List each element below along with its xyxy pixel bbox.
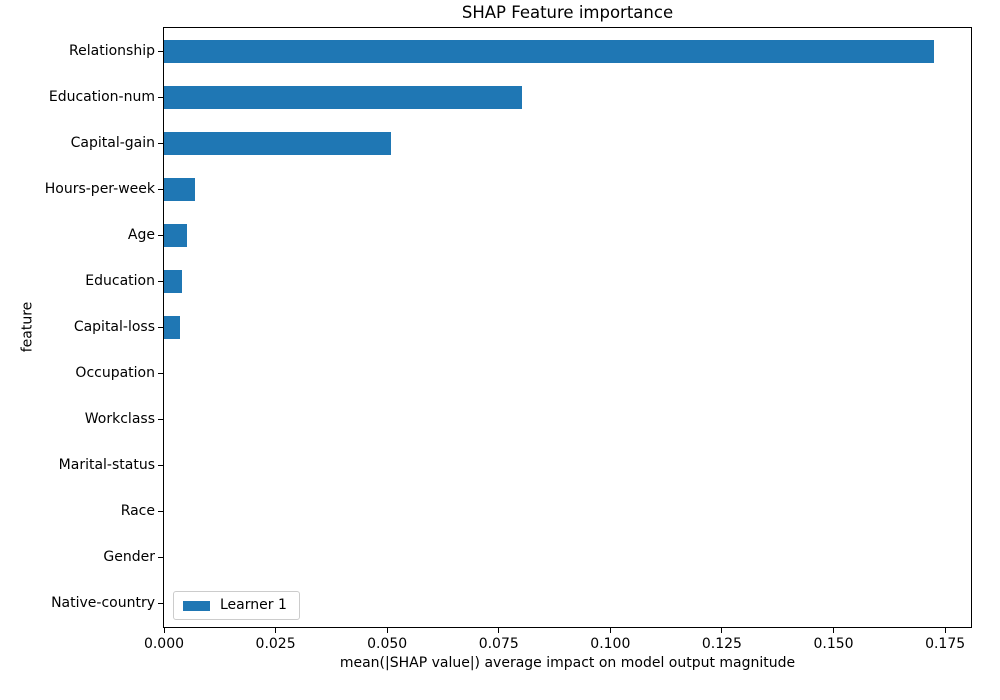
y-tick <box>158 373 163 375</box>
legend-swatch <box>183 600 210 611</box>
y-tick-label: Hours-per-week <box>44 180 155 197</box>
y-tick-label: Education <box>85 272 155 289</box>
bar-education-num <box>164 85 523 109</box>
x-tick-label: 0.125 <box>701 636 742 652</box>
x-axis-label: mean(|SHAP value|) average impact on mod… <box>339 655 796 671</box>
y-tick-label: Gender <box>103 549 155 566</box>
x-tick-label: 0.000 <box>143 636 185 652</box>
bar-capital-gain <box>164 131 392 155</box>
legend: Learner 1 <box>173 591 300 620</box>
y-tick-label: Race <box>120 503 155 520</box>
chart-title: SHAP Feature importance <box>461 3 674 22</box>
x-tick-label: 0.175 <box>925 636 966 652</box>
y-tick-label: Age <box>127 226 155 243</box>
y-tick <box>158 557 163 559</box>
x-tick <box>163 628 165 633</box>
y-tick-label: Capital-loss <box>73 319 155 335</box>
y-tick-label: Occupation <box>75 365 155 382</box>
x-tick-label: 0.150 <box>813 636 854 652</box>
y-tick-label: Capital-gain <box>70 134 155 151</box>
y-tick <box>158 96 163 98</box>
bar-relationship <box>164 39 935 63</box>
y-tick <box>158 188 163 190</box>
y-tick <box>158 419 163 421</box>
y-tick-label: Relationship <box>69 42 155 59</box>
y-tick-label: Native-country <box>51 595 155 612</box>
x-tick <box>386 628 388 633</box>
x-tick-label: 0.100 <box>590 636 631 652</box>
x-tick-label: 0.050 <box>367 636 408 652</box>
y-tick-label: Marital-status <box>58 457 155 474</box>
x-tick <box>944 628 946 633</box>
y-axis-label: feature <box>19 301 36 353</box>
y-tick <box>158 280 163 282</box>
x-tick <box>721 628 723 633</box>
x-tick-label: 0.025 <box>255 636 296 652</box>
y-tick <box>158 603 163 605</box>
plot-area: Learner 1 Relationship Education-num Capit… <box>45 27 972 652</box>
x-tick <box>609 628 611 633</box>
bar-hours-per-week <box>164 177 195 201</box>
y-tick-label: Education-num <box>48 88 155 105</box>
y-tick <box>158 511 163 513</box>
y-tick <box>158 50 163 52</box>
bar-education <box>164 269 182 293</box>
legend-label: Learner 1 <box>220 597 287 613</box>
x-tick-label: 0.075 <box>478 636 519 652</box>
x-tick <box>275 628 277 633</box>
y-tick <box>158 465 163 467</box>
bar-age <box>164 223 187 247</box>
y-tick <box>158 327 163 328</box>
y-tick <box>158 142 163 144</box>
bar-capital-loss <box>164 316 181 339</box>
y-tick-label: Workclass <box>84 411 155 428</box>
y-tick <box>158 234 163 236</box>
x-tick <box>833 628 835 633</box>
x-tick <box>498 628 500 633</box>
